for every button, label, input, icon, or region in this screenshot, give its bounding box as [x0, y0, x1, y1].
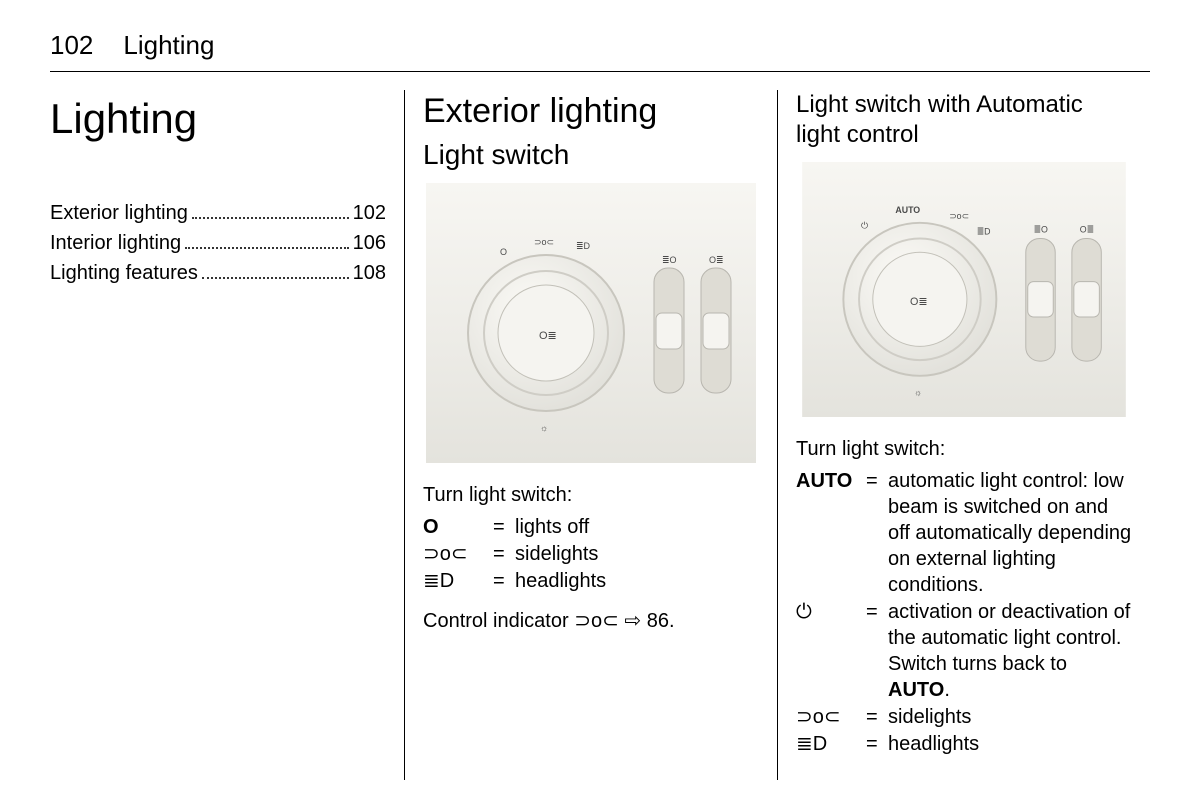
def-description: sidelights	[888, 704, 1132, 730]
svg-text:≣O: ≣O	[1034, 225, 1048, 235]
def-symbol: ⊃o⊂	[423, 541, 493, 567]
toc-dots	[202, 261, 349, 279]
page-header: 102 Lighting	[50, 30, 1150, 72]
def-row: ≣D = headlights	[423, 568, 759, 594]
desc-part-bold: AUTO	[888, 679, 944, 701]
content-columns: Lighting Exterior lighting 102 Interior …	[50, 90, 1150, 780]
def-row: ⊃o⊂ = sidelights	[423, 541, 759, 567]
control-indicator-line: Control indicator ⊃o⊂ ⇨ 86.	[423, 608, 759, 633]
toc-row: Interior lighting 106	[50, 228, 386, 258]
svg-text:O≣: O≣	[1080, 225, 1094, 235]
toc-page: 106	[353, 228, 386, 258]
table-of-contents: Exterior lighting 102 Interior lighting …	[50, 198, 386, 288]
svg-text:☼: ☼	[914, 387, 922, 397]
def-description: automatic light control: low beam is swi…	[888, 468, 1132, 598]
desc-part: .	[944, 679, 950, 701]
def-row: AUTO = automatic light control: low beam…	[796, 468, 1132, 598]
def-symbol: ⊃o⊂	[796, 704, 866, 730]
toc-dots	[192, 201, 349, 219]
def-description: headlights	[888, 731, 1132, 757]
chapter-title: Lighting	[123, 30, 214, 61]
def-row: ≣D = headlights	[796, 731, 1132, 757]
toc-label: Interior lighting	[50, 228, 181, 258]
def-symbol: AUTO	[796, 468, 866, 494]
def-description: headlights	[515, 568, 759, 594]
def-symbol: ⏻	[796, 599, 866, 625]
main-title: Lighting	[50, 95, 386, 143]
subsection-heading: Light switch	[423, 139, 759, 171]
svg-text:AUTO: AUTO	[895, 205, 920, 215]
turn-light-switch-label: Turn light switch:	[423, 482, 759, 508]
svg-text:☼: ☼	[540, 423, 548, 433]
section-heading: Exterior lighting	[423, 92, 759, 131]
switch-positions-table: O = lights off ⊃o⊂ = sidelights ≣D = hea…	[423, 514, 759, 594]
equals-sign: =	[866, 731, 888, 757]
def-row: ⏻ = activation or deactivation of the au…	[796, 599, 1132, 703]
turn-light-switch-label: Turn light switch:	[796, 436, 1132, 462]
equals-sign: =	[866, 468, 888, 494]
toc-label: Exterior lighting	[50, 198, 188, 228]
svg-text:≣O: ≣O	[662, 255, 677, 265]
toc-page: 108	[353, 258, 386, 288]
toc-row: Lighting features 108	[50, 258, 386, 288]
def-row: ⊃o⊂ = sidelights	[796, 704, 1132, 730]
def-description: activation or deactivation of the automa…	[888, 599, 1132, 703]
column-1: Lighting Exterior lighting 102 Interior …	[50, 90, 404, 780]
svg-text:⊃o⊂: ⊃o⊂	[534, 237, 554, 247]
equals-sign: =	[866, 704, 888, 730]
toc-page: 102	[353, 198, 386, 228]
svg-text:O: O	[500, 247, 507, 257]
def-description: lights off	[515, 514, 759, 540]
svg-text:O≣: O≣	[539, 330, 557, 342]
control-indicator-prefix: Control indicator	[423, 610, 574, 632]
equals-sign: =	[866, 599, 888, 625]
def-row: O = lights off	[423, 514, 759, 540]
svg-text:⏻: ⏻	[861, 221, 868, 231]
equals-sign: =	[493, 514, 515, 540]
svg-text:⊃o⊂: ⊃o⊂	[949, 211, 969, 221]
svg-text:O≣: O≣	[910, 296, 927, 308]
def-symbol: O	[423, 514, 493, 540]
column-3: Light switch with Automatic light contro…	[777, 90, 1150, 780]
svg-text:O≣: O≣	[709, 255, 724, 265]
toc-dots	[185, 231, 348, 249]
toc-row: Exterior lighting 102	[50, 198, 386, 228]
def-symbol: ≣D	[423, 568, 493, 594]
light-switch-figure: O≣ O ⊃o⊂ ≣D ☼ ≣O O≣	[423, 183, 759, 463]
def-description: sidelights	[515, 541, 759, 567]
def-symbol: ≣D	[796, 731, 866, 757]
desc-part: activation or deactivation of the automa…	[888, 601, 1130, 675]
toc-label: Lighting features	[50, 258, 198, 288]
auto-switch-positions-table: AUTO = automatic light control: low beam…	[796, 468, 1132, 757]
svg-text:≣D: ≣D	[576, 241, 591, 251]
equals-sign: =	[493, 568, 515, 594]
subsection-heading: Light switch with Automatic light contro…	[796, 90, 1132, 150]
auto-light-switch-figure: O≣ ⏻ AUTO ⊃o⊂ ≣D ☼ ≣O O≣	[796, 162, 1132, 417]
control-indicator-symbol: ⊃o⊂	[574, 610, 619, 632]
page-number: 102	[50, 30, 93, 61]
equals-sign: =	[493, 541, 515, 567]
control-indicator-link: ⇨ 86.	[619, 610, 675, 632]
svg-text:≣D: ≣D	[977, 227, 991, 237]
column-2: Exterior lighting Light switch O≣	[404, 90, 777, 780]
